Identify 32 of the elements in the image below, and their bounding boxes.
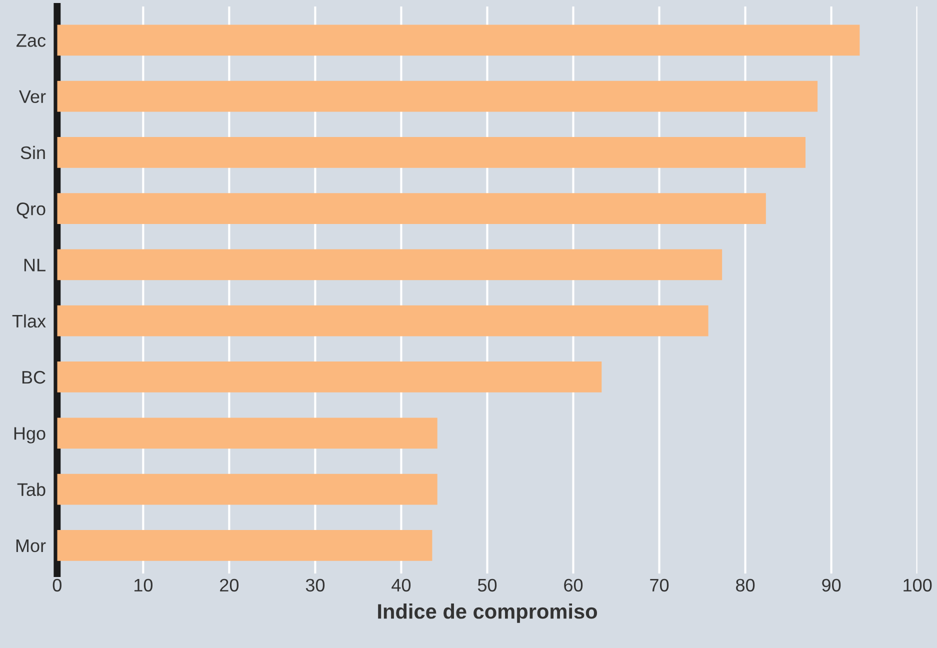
bar [57,418,438,449]
x-tick-label: 0 [52,578,62,592]
y-tick-label: BC [22,370,46,384]
y-tick-label: Tab [17,482,46,496]
y-tick-label: Hgo [14,427,46,444]
x-tick-label: 60 [564,578,583,592]
x-tick-label: 40 [392,578,411,592]
x-tick-label: 30 [306,578,325,592]
x-tick-label: 20 [220,578,239,592]
y-tick-label: NL [24,258,46,272]
bar [57,137,806,168]
bar [57,193,766,224]
bar [57,474,438,505]
y-tick-label: Zac [16,34,46,47]
x-tick-label: 80 [736,578,755,592]
y-tick-label: Ver [19,90,46,104]
x-tick-label: 10 [134,578,153,592]
bar [57,80,818,112]
y-tick-label: Tlax [12,314,46,328]
y-tick-label: Mor [16,540,46,552]
bar [57,24,860,56]
x-axis-title: Indice de compromiso [378,604,597,623]
x-tick-label: 70 [650,578,669,592]
bar [57,249,722,280]
bar [57,362,602,392]
bar [57,530,432,561]
x-tick-label: 100 [904,578,932,592]
y-tick-label: Sin [20,146,45,160]
y-tick-label: Qro [16,202,46,219]
x-tick-label: 50 [478,578,497,592]
bar [57,305,708,336]
x-tick-label: 90 [822,578,841,592]
